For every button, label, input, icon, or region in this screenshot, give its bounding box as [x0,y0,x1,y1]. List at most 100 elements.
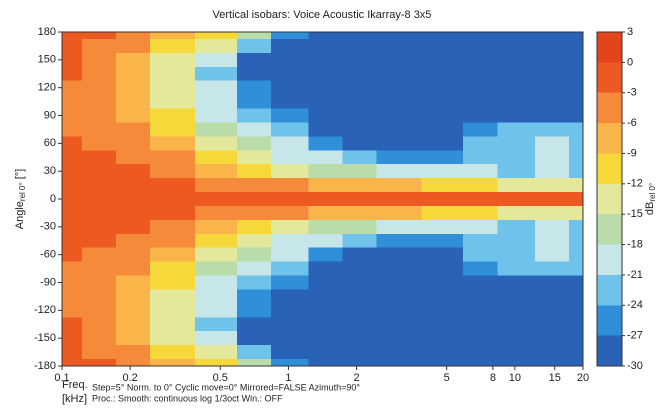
cell [463,289,498,304]
cell [308,233,343,249]
cell [376,317,423,332]
cell [116,331,151,346]
cell [62,32,83,40]
cell [81,275,117,290]
cell [342,136,378,151]
cell [62,108,83,123]
colorbar-tick-label: -3 [627,87,637,99]
cell [376,261,423,277]
cell [62,80,83,96]
cell [463,150,498,165]
cell [150,289,196,304]
cell [62,150,83,165]
cell [568,359,584,367]
cell [463,219,498,235]
cell [81,150,117,165]
cell [342,359,378,367]
cell [342,233,378,249]
cell [534,108,570,123]
cell [62,192,83,207]
cell [62,136,83,151]
cell [534,122,570,137]
cell [270,32,309,40]
y-tick-label: 90 [44,109,56,121]
cell [195,94,238,110]
cell [534,331,570,346]
cell [568,303,584,318]
cell [62,205,83,221]
cell [463,275,498,290]
cell [342,219,378,235]
cell [150,32,196,40]
cell [150,178,196,193]
cell [308,122,343,137]
cell [270,80,309,96]
x-tick-label: 20 [577,372,589,384]
note: Step=5° Norm. to 0° Cyclic move=0° Mirro… [92,382,360,392]
cell [270,247,309,263]
cell [150,331,196,346]
cell [62,219,83,235]
cell [81,38,117,54]
y-tick-label: 180 [38,26,56,38]
cell [568,38,584,54]
cell [421,150,464,165]
cell [421,38,464,54]
cell [342,80,378,96]
cell [116,359,151,367]
cell [421,261,464,277]
y-tick-label: 120 [38,82,56,94]
cell [497,331,536,346]
cell [421,205,464,221]
cell [236,80,272,96]
cell [81,52,117,68]
cell [116,164,151,179]
cell [534,219,570,235]
cell [534,150,570,165]
cell [236,108,272,123]
cell [376,331,423,346]
cell [195,164,238,179]
cell [116,317,151,332]
cell [236,122,272,137]
cell [236,94,272,110]
cell [376,192,423,207]
colorbar-tick-label: -21 [627,269,643,281]
cell [376,66,423,82]
cell [342,275,378,290]
cell [270,164,309,179]
y-tick-label: -150 [34,332,56,344]
cell [421,136,464,151]
cell [534,359,570,367]
cell [342,66,378,82]
cell [376,94,423,110]
cell [270,52,309,68]
cell [150,219,196,235]
cell [150,345,196,360]
cell [195,289,238,304]
cell [150,192,196,207]
cell [534,66,570,82]
cell [342,108,378,123]
cell [236,178,272,193]
cell [421,345,464,360]
cell [534,178,570,193]
cell [463,261,498,277]
cell [62,345,83,360]
colorbar-tick-label: -9 [627,147,637,159]
cell [308,303,343,318]
cell [308,275,343,290]
cell [270,136,309,151]
cell [376,233,423,249]
y-axis-label: Anglerel 0° [°] [14,169,27,229]
cell [150,52,196,68]
cell [81,136,117,151]
cell [195,345,238,360]
colorbar-tick-label: -27 [627,330,643,342]
cell [342,38,378,54]
cell [421,192,464,207]
cell [463,178,498,193]
colorbar-tick-label: -18 [627,238,643,250]
cell [308,94,343,110]
